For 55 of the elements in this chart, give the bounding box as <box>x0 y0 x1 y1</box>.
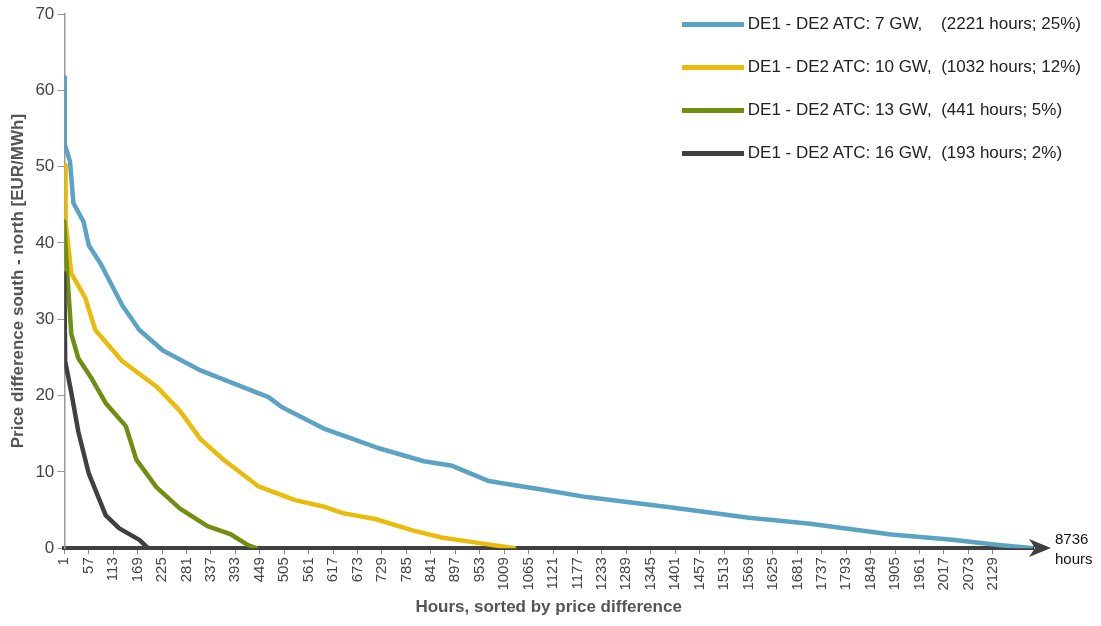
x-tick-label: 1625 <box>763 557 781 591</box>
y-tick-label: 0 <box>44 537 55 557</box>
x-tick-label: 1737 <box>811 557 829 591</box>
y-tick-label: 20 <box>35 385 55 405</box>
x-tick-label: 785 <box>396 557 414 583</box>
x-tick-label: 505 <box>274 557 292 583</box>
x-tick-label: 1793 <box>836 557 854 591</box>
x-tick-label: 57 <box>78 557 96 574</box>
x-tick-label: 841 <box>420 557 438 583</box>
x-tick-label: 1289 <box>616 557 634 591</box>
x-tick-label: 225 <box>152 557 170 583</box>
x-tick-label: 1 <box>54 557 72 566</box>
x-tick-label: 2073 <box>958 557 976 591</box>
legend-label: DE1 - DE2 ATC: 7 GW, (2221 hours; 25%) <box>747 14 1081 34</box>
x-tick-label: 1009 <box>494 557 512 591</box>
legend-label: DE1 - DE2 ATC: 13 GW, (441 hours; 5%) <box>747 100 1063 120</box>
x-tick-label: 1457 <box>689 557 707 591</box>
x-tick-label: 673 <box>347 557 365 583</box>
x-tick-label: 1065 <box>518 557 536 591</box>
line-series <box>64 219 259 549</box>
legend-label: DE1 - DE2 ATC: 16 GW, (193 hours; 2%) <box>747 143 1063 163</box>
x-tick-label: 1177 <box>567 557 585 590</box>
y-axis-title: Price difference south - north [EUR/MWh] <box>7 113 27 449</box>
x-tick-label: 1345 <box>640 557 658 591</box>
y-tick-label: 10 <box>35 461 55 481</box>
text: 8736 hours <box>1055 530 1093 568</box>
x-tick-label: 1569 <box>738 557 756 591</box>
y-tick-label: 30 <box>35 308 55 328</box>
y-tick-label: 70 <box>35 3 55 23</box>
x-tick-label: 337 <box>201 557 219 583</box>
x-tick-label: 393 <box>225 557 243 583</box>
x-tick-label: 561 <box>298 557 316 583</box>
x-tick-label: 1849 <box>860 557 878 591</box>
x-tick-label: 169 <box>127 557 145 583</box>
y-tick-label: 60 <box>35 80 55 100</box>
x-tick-label: 113 <box>103 557 121 582</box>
legend-label: DE1 - DE2 ATC: 10 GW, (1032 hours; 12%) <box>747 57 1081 77</box>
x-axis-title: Hours, sorted by price difference <box>415 597 682 617</box>
x-tick-label: 2129 <box>983 557 1000 591</box>
y-tick-label: 50 <box>35 156 55 176</box>
x-tick-label: 1121 <box>543 557 561 590</box>
x-tick-label: 1961 <box>909 557 927 591</box>
x-tick-label: 1681 <box>787 557 805 591</box>
x-tick-label: 953 <box>469 557 487 583</box>
x-tick-label: 281 <box>176 557 194 583</box>
x-tick-label: 617 <box>323 557 341 583</box>
x-tick-label: 2017 <box>934 557 952 591</box>
x-tick-label: 1401 <box>665 557 683 591</box>
x-tick-label: 897 <box>445 557 463 583</box>
x-tick-label: 449 <box>249 557 267 583</box>
x-tick-label: 1905 <box>885 557 903 591</box>
x-tick-label: 1233 <box>592 557 610 591</box>
y-tick-label: 40 <box>35 232 55 252</box>
x-tick-label: 729 <box>372 557 390 583</box>
x-tick-label: 1513 <box>714 557 732 591</box>
